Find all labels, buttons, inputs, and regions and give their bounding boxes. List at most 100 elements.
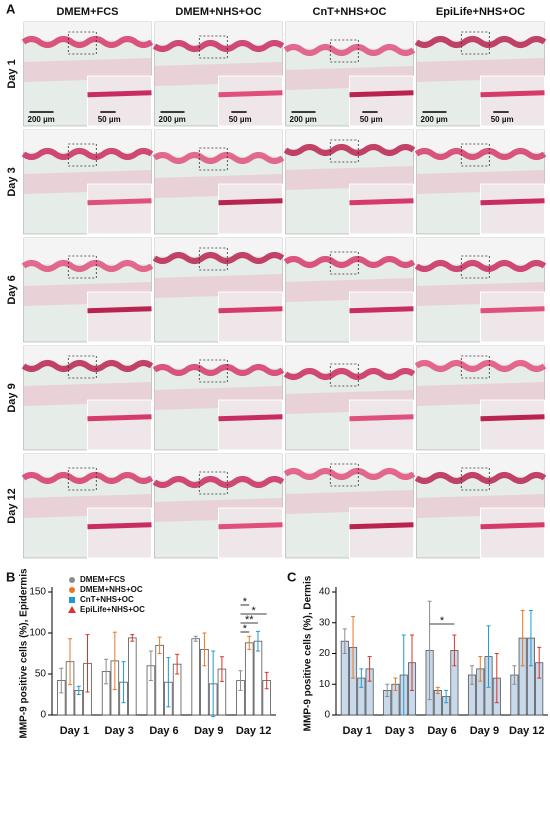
zoom-box [460, 255, 490, 279]
x-tick-label: Day 9 [194, 725, 223, 737]
y-tick-label: 100 [29, 628, 46, 639]
legend-marker [68, 606, 76, 613]
image-background [285, 346, 414, 372]
column-header: CnT+NHS+OC [313, 6, 387, 18]
panel-label: B [6, 569, 15, 584]
image-background [154, 454, 283, 480]
epidermis [152, 152, 285, 164]
image-background [416, 238, 545, 264]
inset [349, 291, 414, 343]
zoom-box [198, 359, 228, 383]
epidermis [283, 144, 416, 156]
legend-label: DMEM+FCS [80, 575, 126, 584]
x-tick-label: Day 3 [105, 725, 134, 737]
inset [218, 507, 283, 559]
inset-epidermis [480, 522, 545, 530]
dermis [23, 494, 152, 518]
y-tick-label: 20 [319, 648, 331, 659]
image-background [416, 346, 545, 364]
scale-bar-label: 200 µm [290, 115, 317, 124]
zoom-box [329, 39, 359, 63]
inset-epidermis [87, 198, 152, 206]
inset-epidermis [87, 90, 152, 98]
inset-epidermis [480, 90, 545, 98]
inset-epidermis [480, 198, 545, 206]
y-tick-label: 50 [35, 669, 47, 680]
x-tick-label: Day 6 [149, 725, 178, 737]
inset-epidermis [87, 522, 152, 530]
image-background [154, 22, 283, 44]
epidermis [414, 360, 547, 372]
dermis [416, 494, 545, 518]
inset-epidermis [349, 522, 414, 530]
y-tick-label: 30 [319, 617, 331, 628]
dermis [285, 278, 414, 302]
image-background [285, 454, 414, 472]
significance-label: * [251, 605, 256, 617]
image-background [285, 22, 414, 48]
row-label: Day 9 [6, 383, 18, 412]
y-tick-label: 0 [324, 710, 330, 721]
bar [253, 640, 263, 716]
epidermis [283, 368, 416, 380]
zoom-box [198, 147, 228, 171]
dermis [416, 58, 545, 82]
inset [480, 75, 545, 127]
inset [218, 291, 283, 343]
y-axis-label: MMP-9 positive cells (%), Dermis [303, 575, 314, 731]
x-tick-label: Day 9 [470, 725, 499, 737]
image-background [416, 22, 545, 40]
inset [87, 75, 152, 127]
bar [128, 637, 137, 716]
inset-epidermis [480, 306, 545, 314]
significance-label: * [440, 615, 445, 627]
image-background [23, 22, 152, 40]
zoom-box [460, 143, 490, 167]
image-background [154, 238, 283, 256]
scale-bar-label: 200 µm [421, 115, 448, 124]
dermis [23, 382, 152, 406]
inset [87, 507, 152, 559]
x-tick-label: Day 1 [343, 725, 372, 737]
row-label: Day 3 [6, 167, 18, 196]
inset [87, 183, 152, 235]
legend-marker [69, 597, 75, 603]
epidermis [152, 476, 285, 488]
bar [433, 690, 442, 716]
image-background [23, 346, 152, 364]
x-tick-label: Day 1 [60, 725, 89, 737]
row-label: Day 12 [6, 488, 18, 523]
y-tick-label: 0 [40, 710, 46, 721]
inset-epidermis [218, 414, 283, 422]
row-label: Day 6 [6, 275, 18, 304]
epidermis [21, 148, 154, 160]
inset-epidermis [87, 306, 152, 314]
inset [218, 183, 283, 235]
image-background [154, 130, 283, 156]
x-tick-label: Day 3 [385, 725, 414, 737]
x-tick-label: Day 6 [427, 725, 456, 737]
zoom-box [329, 363, 359, 387]
image-background [416, 130, 545, 152]
inset-epidermis [349, 198, 414, 206]
inset [349, 399, 414, 451]
column-header: EpiLife+NHS+OC [436, 6, 525, 18]
column-header: DMEM+FCS [56, 6, 118, 18]
image-background [285, 130, 414, 148]
zoom-box [67, 355, 97, 379]
dermis [285, 490, 414, 514]
scale-bar-label: 200 µm [28, 115, 55, 124]
inset-epidermis [218, 90, 283, 98]
scale-bar-label: 50 µm [360, 115, 383, 124]
zoom-box [329, 139, 359, 163]
dermis [416, 170, 545, 194]
inset-epidermis [349, 306, 414, 314]
image-background [23, 238, 152, 264]
scale-bar-label: 50 µm [491, 115, 514, 124]
epidermis [152, 252, 285, 264]
epidermis [283, 44, 416, 56]
panel-label: A [6, 1, 16, 16]
y-tick-label: 10 [319, 679, 331, 690]
dermis [154, 274, 283, 298]
dermis [23, 170, 152, 194]
